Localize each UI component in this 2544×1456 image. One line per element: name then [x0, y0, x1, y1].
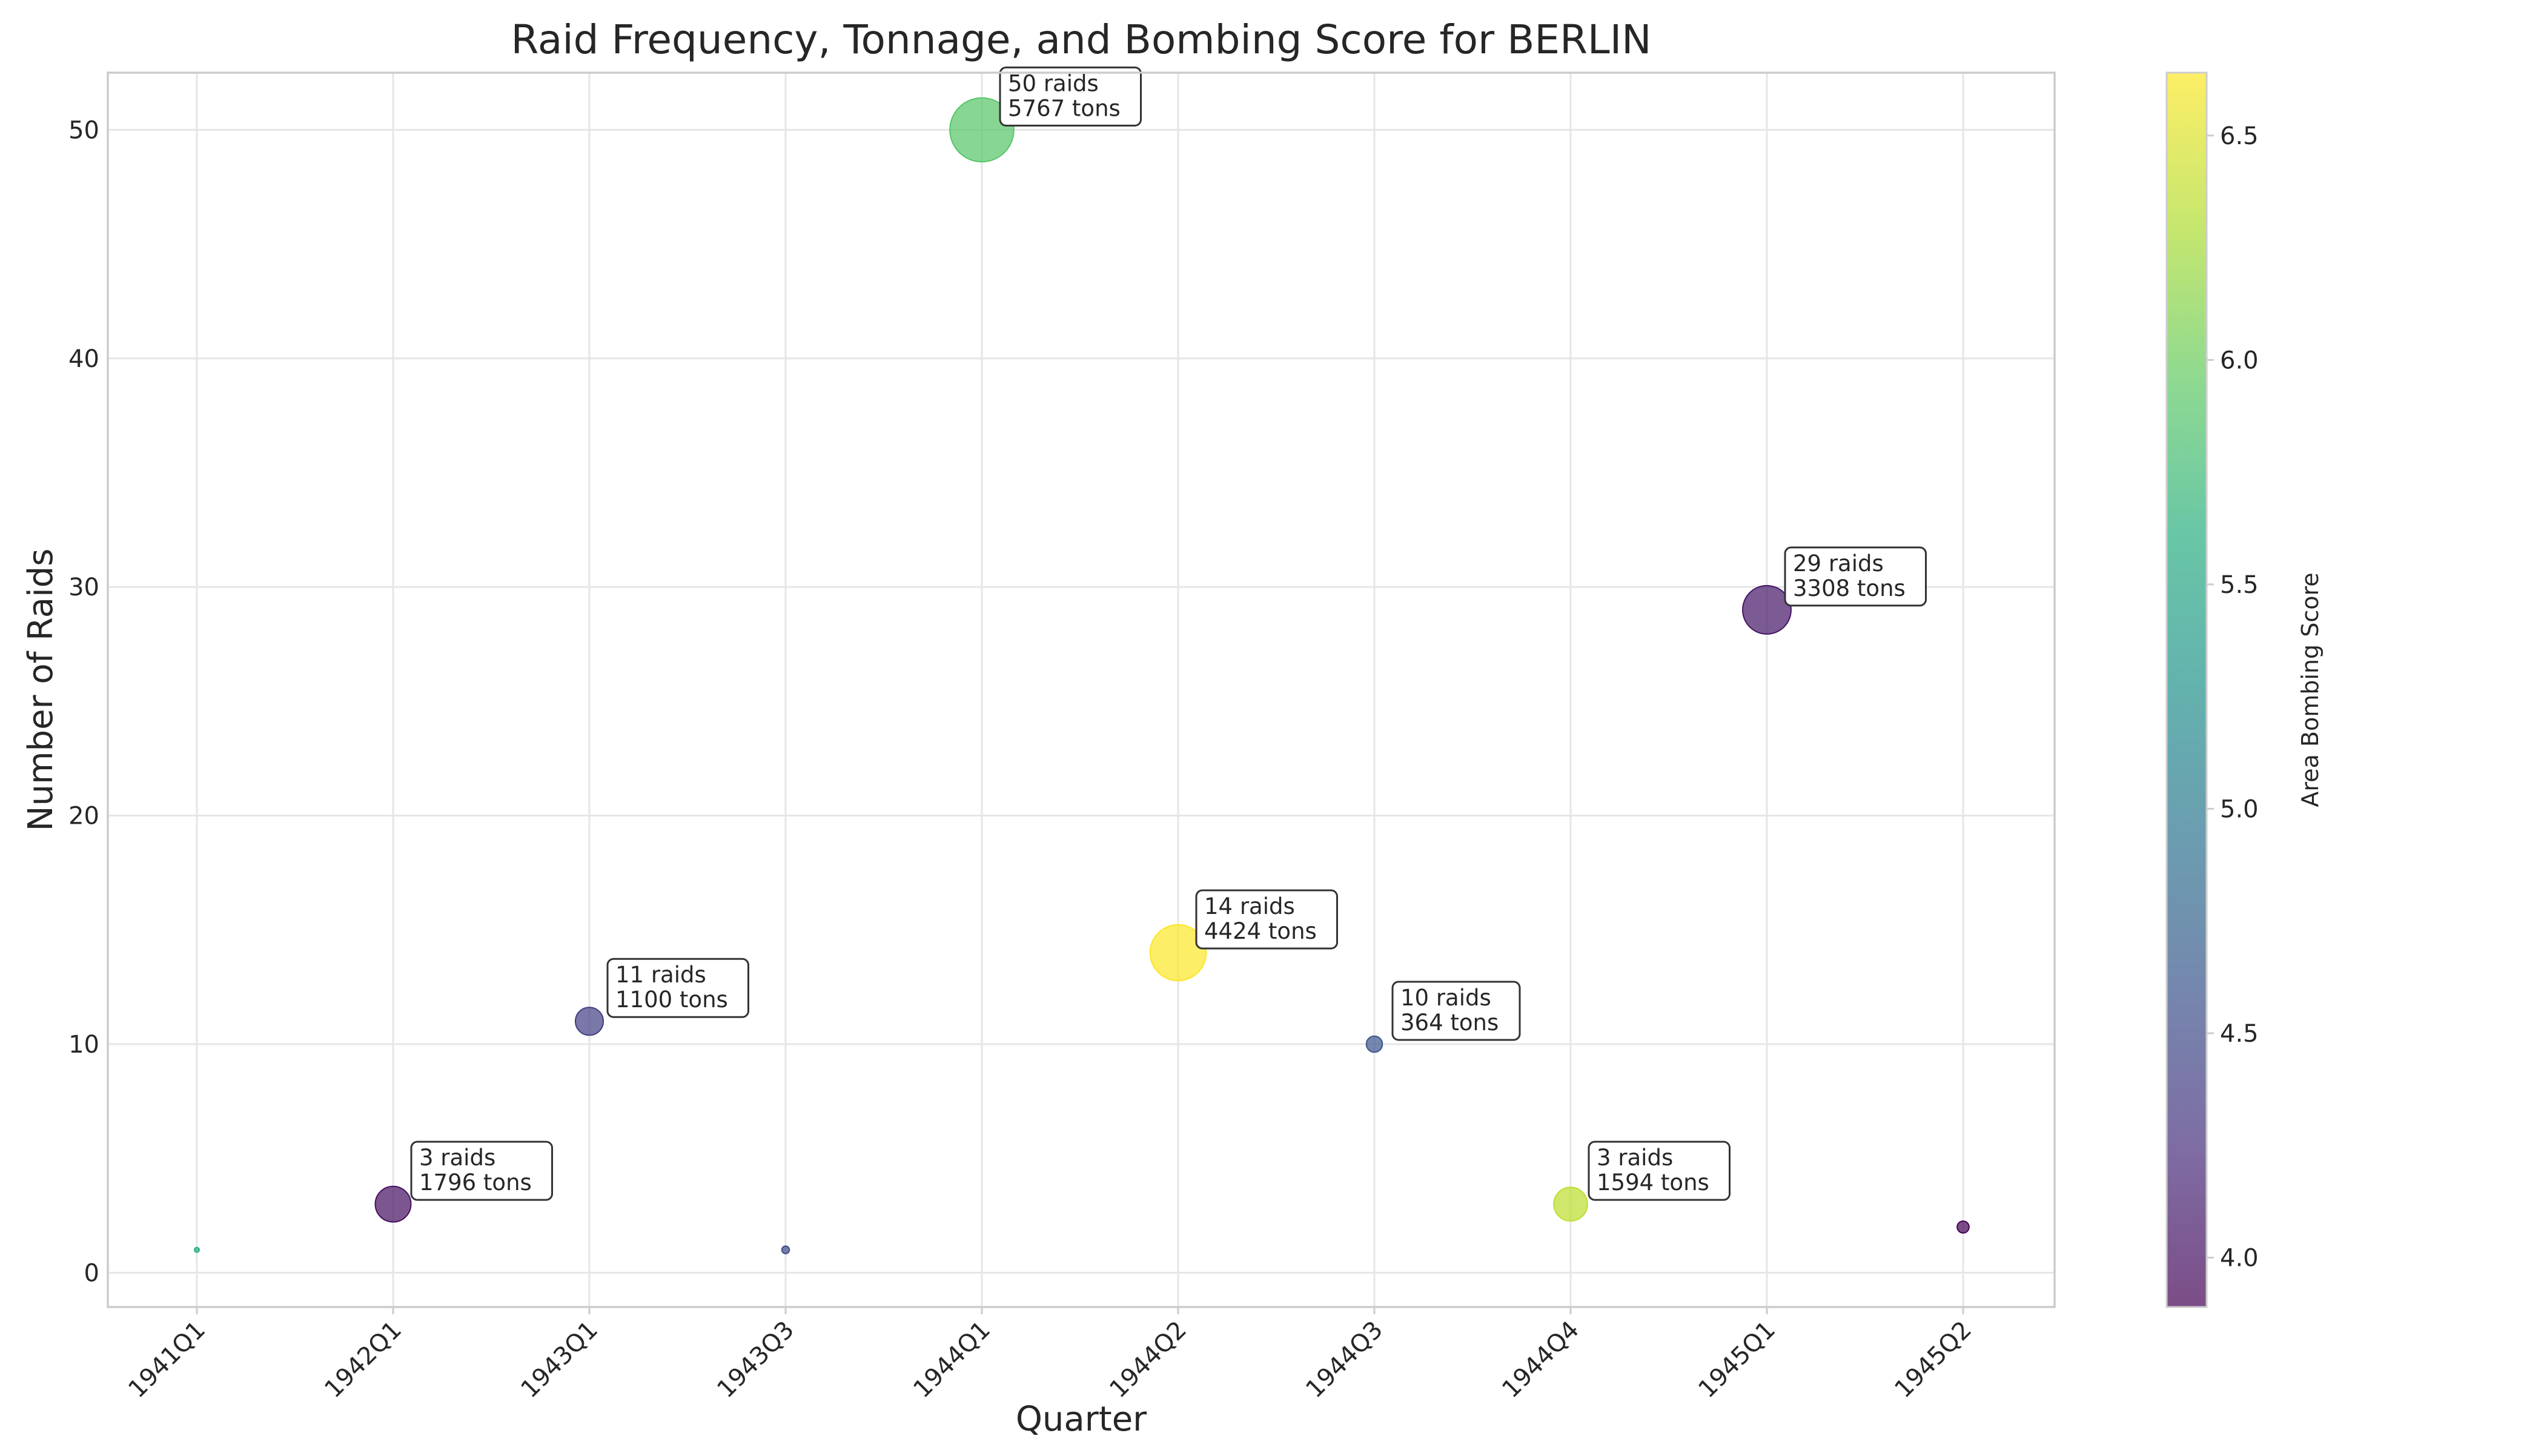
- data-point: [1742, 584, 1792, 635]
- colorbar-tick-label: 5.0: [2220, 795, 2259, 823]
- colorbar-tick-label: 5.5: [2220, 571, 2259, 599]
- x-tick-label: 1943Q1: [515, 1316, 603, 1404]
- colorbar-tick-label: 6.5: [2220, 122, 2259, 150]
- x-tick-label: 1942Q1: [319, 1316, 407, 1404]
- x-tick-label: 1941Q1: [123, 1316, 211, 1404]
- annotation-box: [410, 1140, 553, 1201]
- colorbar-tick-label: 4.5: [2220, 1020, 2259, 1048]
- annotation-box: [1588, 1140, 1731, 1201]
- data-point: [1365, 1035, 1383, 1053]
- annotation-label: 10 raids 364 tons: [1400, 985, 1499, 1036]
- x-tick-label: 1944Q4: [1497, 1316, 1585, 1404]
- annotation-label: 11 raids 1100 tons: [615, 962, 728, 1013]
- data-point: [1149, 924, 1207, 982]
- annotation-label: 50 raids 5767 tons: [1008, 70, 1121, 121]
- data-point: [194, 1246, 200, 1253]
- data-point: [574, 1007, 605, 1036]
- annotation-box: [1391, 981, 1521, 1041]
- data-point: [781, 1245, 790, 1254]
- annotation-label: 3 raids 1594 tons: [1597, 1145, 1709, 1196]
- colorbar-label: Area Bombing Score: [2297, 572, 2324, 807]
- colorbar-tick-label: 4.0: [2220, 1244, 2259, 1272]
- chart-title: Raid Frequency, Tonnage, and Bombing Sco…: [511, 16, 1651, 63]
- colorbar-tick-label: 6.0: [2220, 346, 2259, 374]
- annotation-box: [606, 958, 749, 1018]
- annotation-box: [999, 66, 1142, 127]
- plot-area-frame: [107, 71, 2056, 1308]
- colorbar-gradient: [2167, 73, 2207, 1307]
- x-tick-label: 1943Q3: [712, 1316, 800, 1404]
- data-point: [1553, 1186, 1588, 1222]
- annotation-label: 3 raids 1796 tons: [419, 1145, 532, 1196]
- annotation-box: [1195, 889, 1338, 950]
- annotation-box: [1784, 546, 1927, 607]
- x-tick-label: 1944Q3: [1300, 1316, 1388, 1404]
- data-point: [1956, 1220, 1970, 1234]
- y-axis-label: Number of Raids: [21, 549, 61, 832]
- y-tick-label: 30: [68, 574, 99, 601]
- colorbar-frame: [2165, 71, 2208, 1308]
- x-tick-label: 1944Q1: [908, 1316, 996, 1404]
- x-tick-label: 1944Q2: [1104, 1316, 1192, 1404]
- y-tick-label: 40: [68, 345, 99, 373]
- data-point: [949, 97, 1015, 163]
- colorbar: 4.0 4.5 5.0 5.5 6.0 6.5 Area Bombing Score: [2165, 71, 2324, 1308]
- y-tick-label: 0: [84, 1259, 99, 1287]
- x-tick-label: 1945Q2: [1889, 1316, 1977, 1404]
- y-tick-label: 20: [68, 802, 99, 830]
- annotation-label: 14 raids 4424 tons: [1204, 893, 1317, 944]
- x-axis-label: Quarter: [1016, 1400, 1147, 1439]
- x-tick-label: 1945Q1: [1693, 1316, 1781, 1404]
- data-point: [374, 1185, 412, 1223]
- annotation-label: 29 raids 3308 tons: [1793, 551, 1906, 601]
- y-tick-label: 50: [68, 116, 99, 144]
- y-tick-label: 10: [68, 1031, 99, 1059]
